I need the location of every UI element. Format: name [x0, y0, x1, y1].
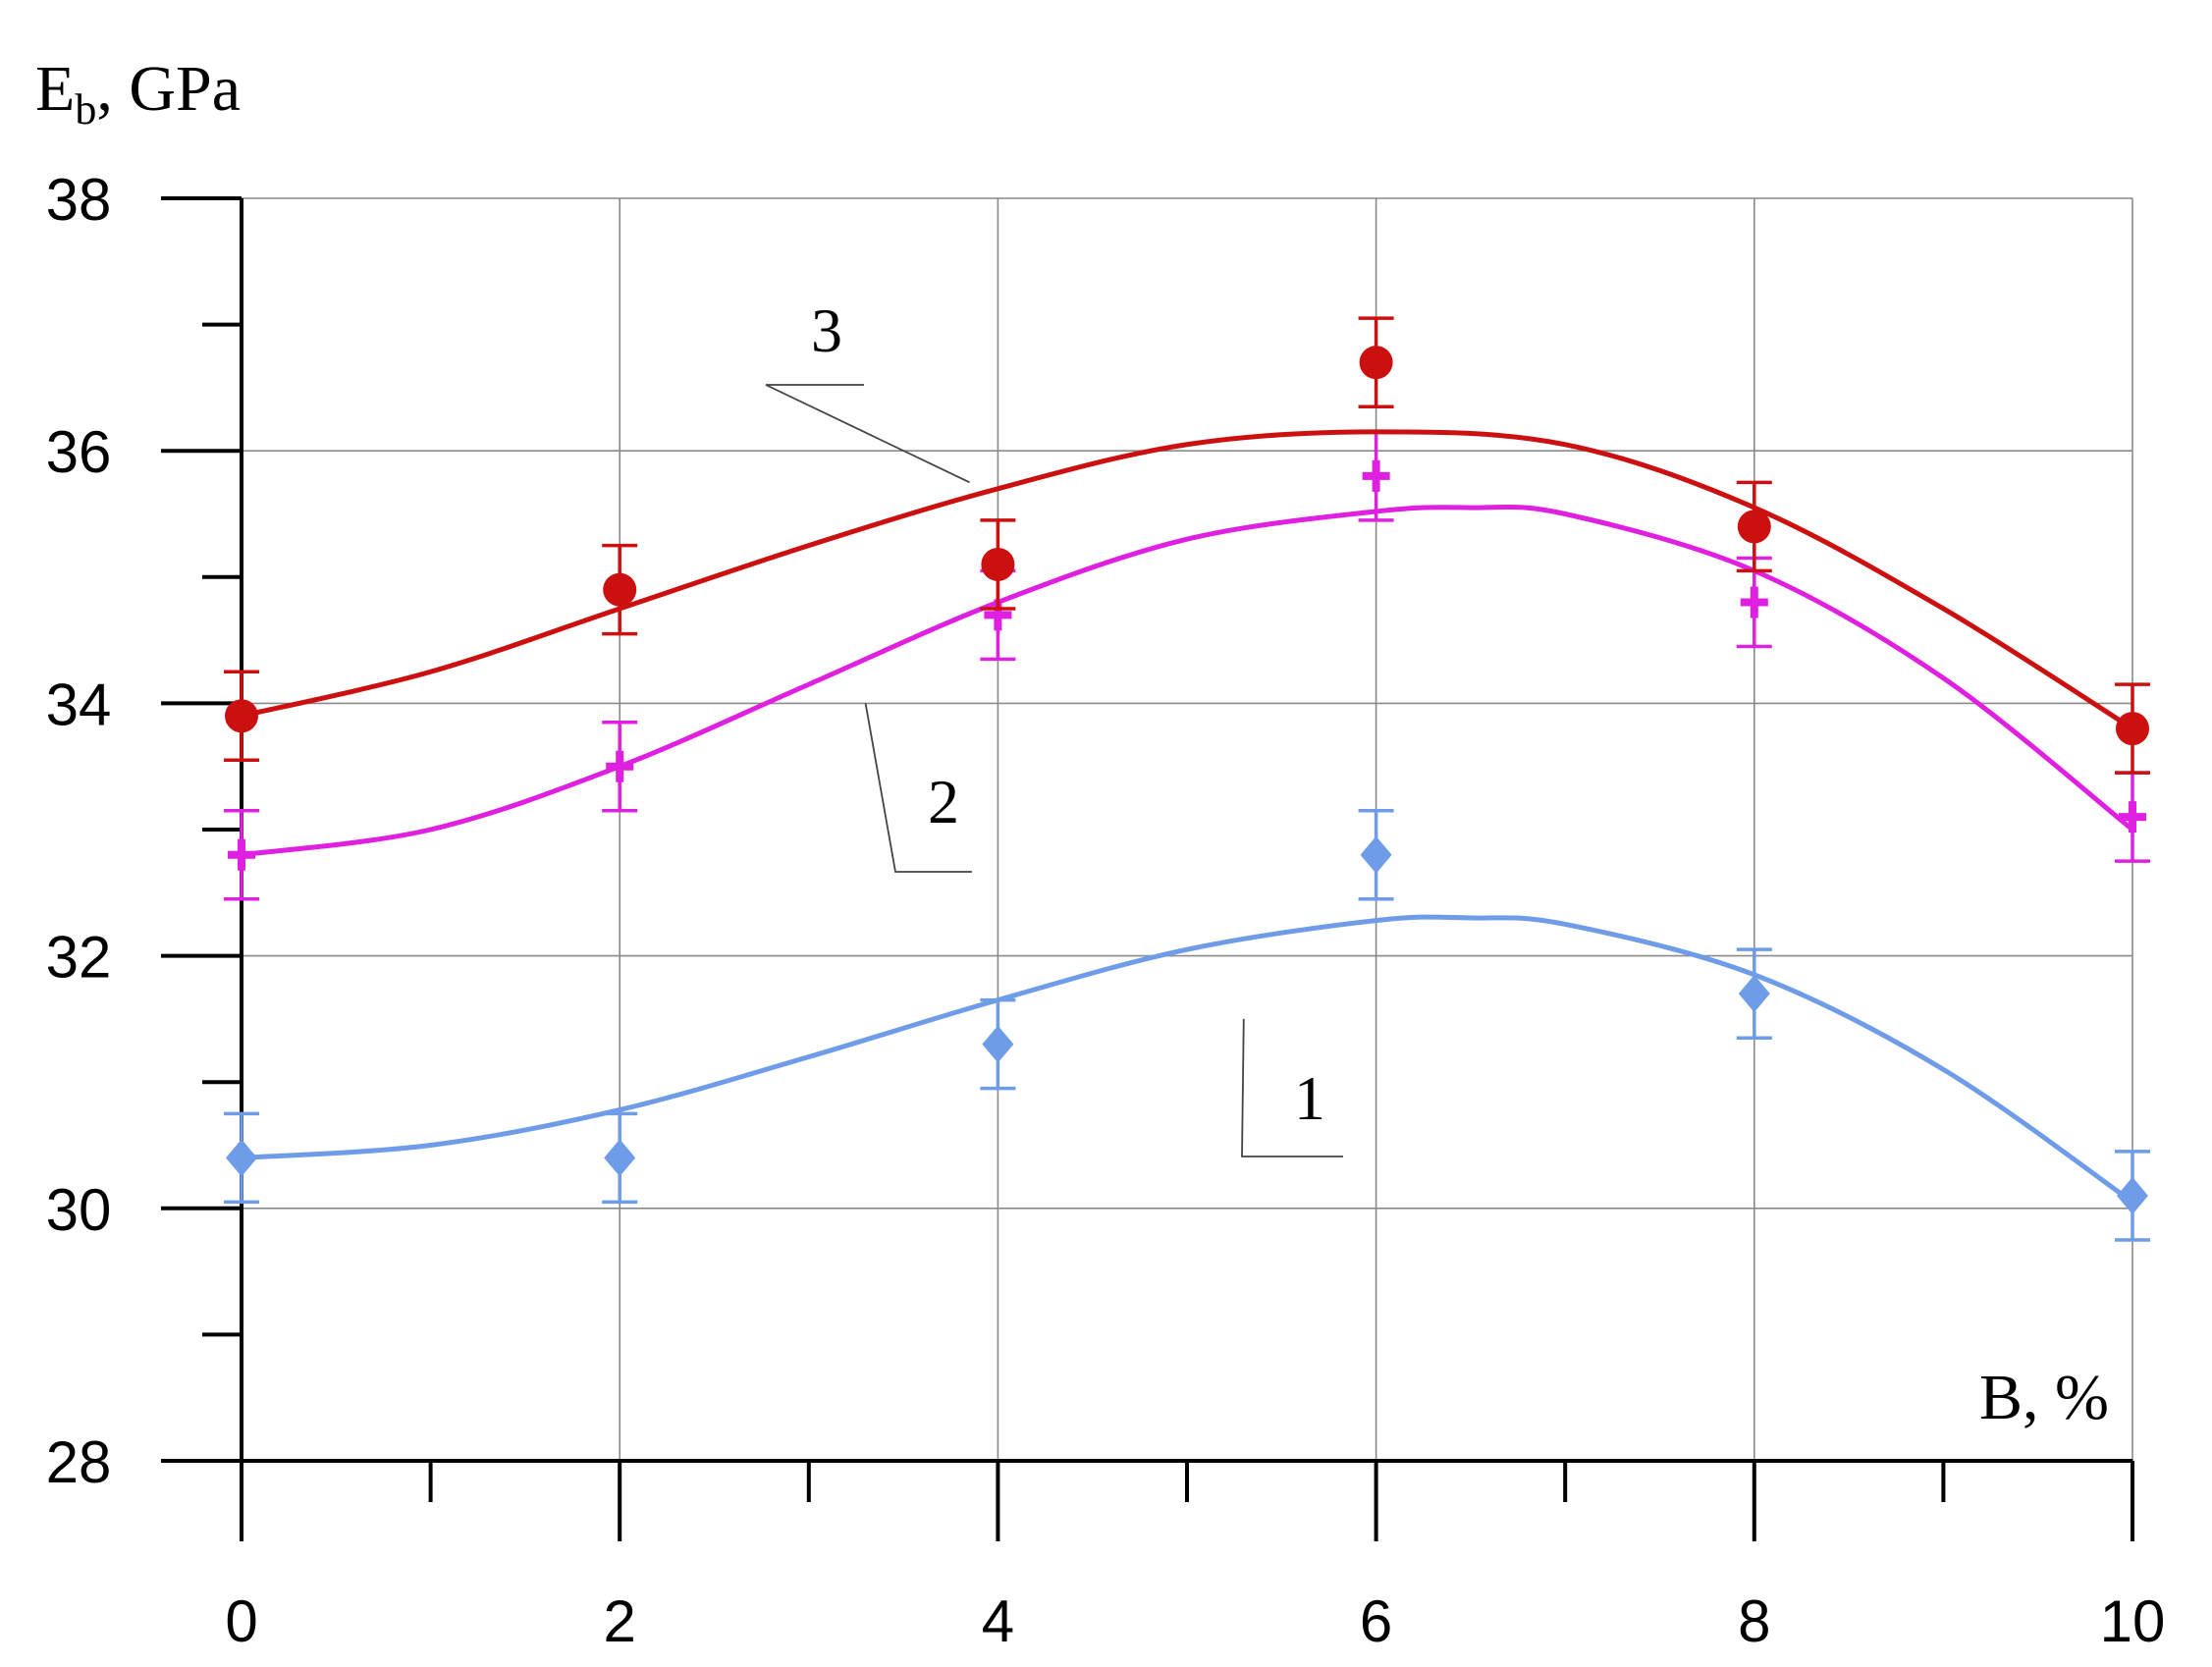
x-tick-label: 2	[604, 1588, 636, 1654]
y-tick-label: 38	[46, 167, 112, 233]
series-1	[224, 808, 2150, 1242]
series-2	[224, 430, 2150, 901]
data-point	[1738, 975, 1770, 1013]
x-tick-label: 10	[2100, 1588, 2166, 1654]
fit-curve-2	[241, 504, 2134, 858]
data-point	[1359, 346, 1393, 380]
data-point	[981, 547, 1015, 581]
data-point	[1360, 835, 1392, 874]
y-tick-label: 34	[46, 672, 112, 737]
x-axis-title: B, %	[1979, 1362, 2109, 1433]
y-tick-label: 30	[46, 1177, 112, 1243]
data-point	[982, 1025, 1014, 1063]
leader-line-1	[1241, 1018, 1343, 1157]
x-tick-label: 8	[1738, 1588, 1770, 1654]
y-tick-label: 28	[46, 1429, 112, 1495]
data-point	[2116, 712, 2149, 746]
data-point	[604, 1139, 636, 1177]
curve-label-3: 3	[811, 296, 842, 365]
curve-label-1: 1	[1294, 1063, 1325, 1133]
x-tick-label: 4	[982, 1588, 1014, 1654]
data-point	[603, 572, 637, 607]
data-point	[228, 838, 255, 871]
curve-label-2: 2	[928, 767, 959, 836]
data-point	[1362, 459, 1390, 492]
data-point	[606, 750, 634, 782]
y-tick-label: 32	[46, 925, 112, 991]
x-tick-label: 6	[1360, 1588, 1392, 1654]
y-axis-title: Eb, GPa	[35, 53, 241, 134]
data-point	[226, 1139, 257, 1177]
data-point	[225, 699, 258, 733]
labels: Eb, GPa B, % 1 2 3	[35, 53, 2109, 1433]
data-point	[1740, 586, 1768, 618]
x-tick-label: 0	[225, 1588, 257, 1654]
fit-curve-3	[241, 429, 2134, 731]
data-point	[2119, 801, 2146, 834]
fit-curve-1	[241, 914, 2134, 1205]
y-tick-label: 36	[46, 419, 112, 485]
series-3	[224, 316, 2150, 775]
grid	[242, 197, 2133, 1461]
leader-line-2	[864, 703, 972, 873]
series	[224, 316, 2150, 1242]
data-point	[1737, 510, 1771, 544]
leader-line-3	[765, 384, 970, 484]
data-point	[2117, 1176, 2148, 1214]
